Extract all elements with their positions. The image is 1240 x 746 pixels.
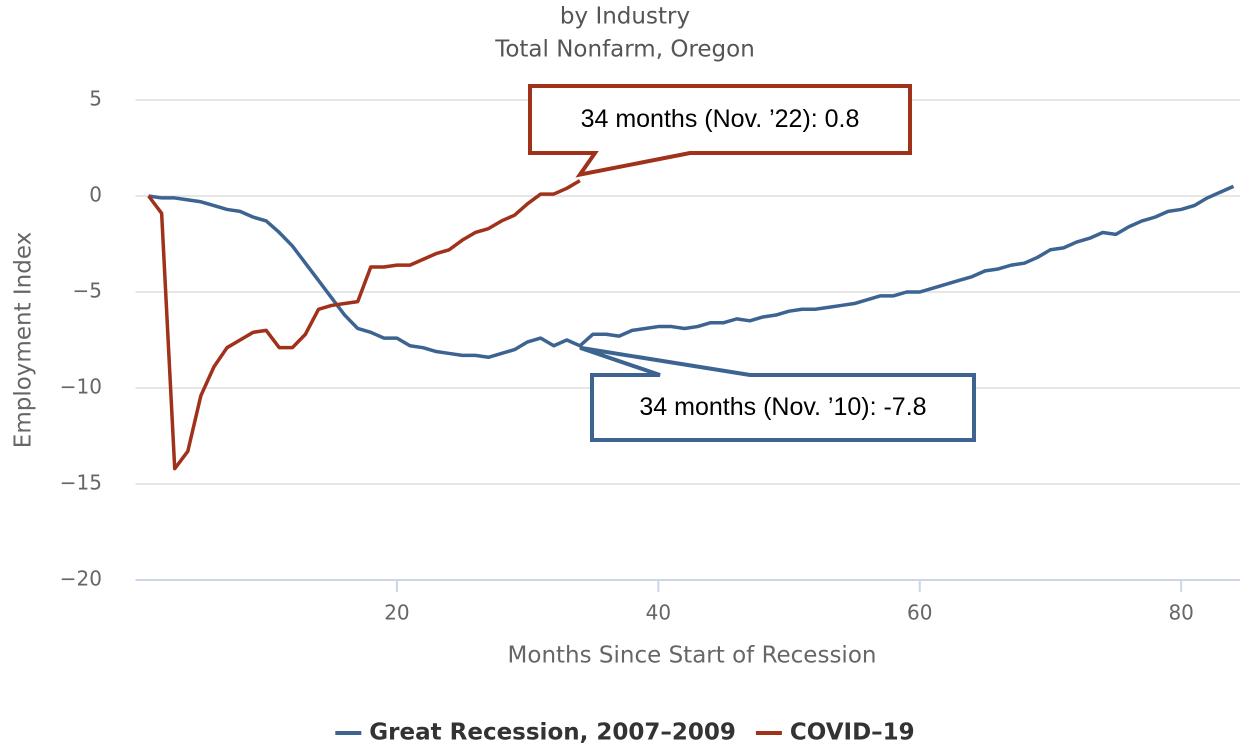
chart-title: by Industry [560,4,690,30]
chart-subtitle: Total Nonfarm, Oregon [494,37,755,63]
annotation-callout [579,345,976,442]
series-line [147,179,581,471]
series-line [148,184,1235,360]
y-tick-label: −15 [60,471,102,495]
annotation-callout [528,84,912,178]
x-tick-label: 60 [907,601,932,625]
y-tick-label: −20 [60,567,102,591]
annotation-text: 34 months (Nov. ’10): -7.8 [639,393,926,421]
x-axis-label: Months Since Start of Recession [508,643,877,669]
y-tick-label: 0 [89,183,102,207]
x-tick-label: 20 [384,601,409,625]
y-tick-label: −5 [73,279,102,303]
y-tick-label: 5 [89,87,102,111]
annotation-text: 34 months (Nov. ’22): 0.8 [581,105,860,133]
x-tick-label: 80 [1168,601,1193,625]
legend-label: Great Recession, 2007–2009 [369,720,736,746]
y-tick-label: −10 [60,375,102,399]
legend-label: COVID–19 [790,720,915,746]
y-axis-label: Employment Index [11,232,37,448]
x-tick-label: 40 [646,601,671,625]
